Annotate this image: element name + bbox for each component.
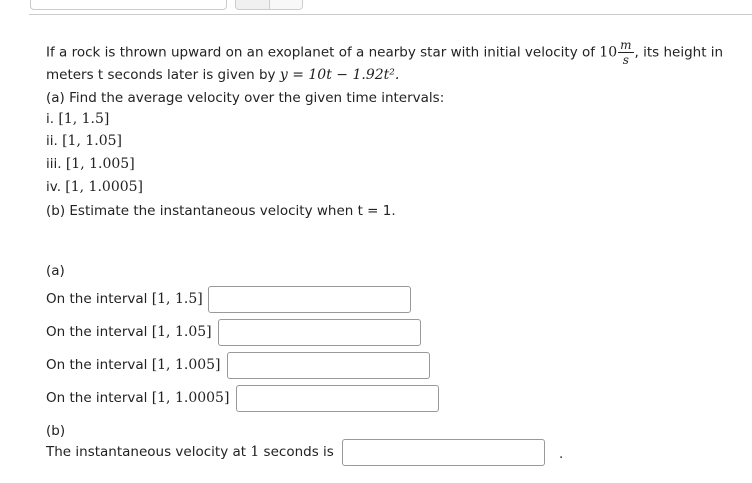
interval-item: iii. [1, 1.005] xyxy=(46,156,135,172)
problem-line-1: If a rock is thrown upward on an exoplan… xyxy=(46,38,723,67)
unit-numerator: m xyxy=(618,38,634,53)
answer-input-3[interactable] xyxy=(227,352,430,379)
answer-row-interval: [1, 1.05] xyxy=(151,324,212,340)
problem-line-2: meters t seconds later is given by y = 1… xyxy=(46,67,399,83)
answer-row-interval: [1, 1.0005] xyxy=(151,390,230,406)
equation: y = 10t − 1.92t². xyxy=(279,67,400,83)
answer-row-label: On the interval xyxy=(46,324,152,340)
interval-item: i. [1, 1.5] xyxy=(46,111,109,127)
problem-text-2: meters t seconds later is given by xyxy=(46,67,280,83)
answer-a-label: (a) xyxy=(46,263,65,279)
top-input[interactable] xyxy=(30,0,227,10)
interval-value: [1, 1.5] xyxy=(58,111,110,127)
divider xyxy=(29,14,752,15)
problem-text-end: , its height in xyxy=(634,44,724,61)
answer-row-interval: [1, 1.005] xyxy=(151,357,221,373)
answer-input-4[interactable] xyxy=(236,385,439,412)
answer-row: On the interval [1, 1.0005] xyxy=(46,390,229,406)
answer-input-2[interactable] xyxy=(218,319,421,346)
answer-b-text: The instantaneous velocity at xyxy=(46,444,251,460)
interval-label: i. xyxy=(46,111,59,127)
answer-b-suffix: seconds is xyxy=(259,444,334,460)
top-button-right[interactable] xyxy=(269,0,302,9)
interval-label: iii. xyxy=(46,156,66,172)
answer-row: On the interval [1, 1.5] xyxy=(46,291,203,307)
answer-row-label: On the interval xyxy=(46,390,152,406)
interval-item: iv. [1, 1.0005] xyxy=(46,179,143,195)
part-b-text: (b) Estimate the instantaneous velocity … xyxy=(46,203,396,219)
top-button-group[interactable] xyxy=(235,0,303,10)
answer-row: On the interval [1, 1.05] xyxy=(46,324,212,340)
interval-label: ii. xyxy=(46,133,63,149)
period: . xyxy=(559,446,564,462)
interval-item: ii. [1, 1.05] xyxy=(46,133,122,149)
answer-row-label: On the interval xyxy=(46,357,152,373)
answer-row-interval: [1, 1.5] xyxy=(151,291,203,307)
interval-value: [1, 1.0005] xyxy=(65,179,143,195)
top-button-left[interactable] xyxy=(236,0,270,9)
interval-value: [1, 1.005] xyxy=(65,156,135,172)
problem-text: If a rock is thrown upward on an exoplan… xyxy=(46,44,600,61)
part-a-text: (a) Find the average velocity over the g… xyxy=(46,90,445,106)
velocity-value: 10 xyxy=(599,44,618,61)
instantaneous-velocity-input[interactable] xyxy=(342,439,545,466)
answer-row: On the interval [1, 1.005] xyxy=(46,357,221,373)
interval-value: [1, 1.05] xyxy=(62,133,122,149)
answer-b-label: (b) xyxy=(46,423,66,439)
answer-row-label: On the interval xyxy=(46,291,152,307)
interval-label: iv. xyxy=(46,179,66,195)
answer-input-1[interactable] xyxy=(208,286,411,313)
answer-b-row: The instantaneous velocity at 1 seconds … xyxy=(46,444,334,460)
unit-denominator: s xyxy=(622,53,629,67)
answer-b-time: 1 xyxy=(250,444,260,460)
